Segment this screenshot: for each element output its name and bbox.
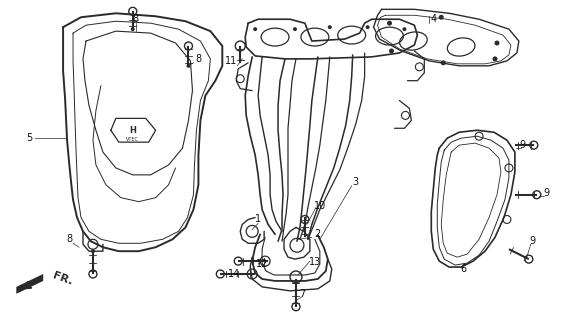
Text: H: H [129, 126, 136, 135]
Circle shape [402, 27, 406, 31]
Text: 10: 10 [314, 201, 326, 211]
Circle shape [253, 27, 257, 31]
Text: 11: 11 [225, 56, 238, 66]
Text: 1: 1 [255, 214, 261, 224]
Circle shape [131, 27, 135, 31]
Circle shape [91, 249, 95, 253]
Text: 13: 13 [309, 257, 321, 267]
Text: 5: 5 [26, 133, 32, 143]
Text: 12: 12 [256, 259, 268, 269]
Circle shape [389, 48, 394, 53]
Polygon shape [16, 274, 43, 294]
Text: VTEC: VTEC [126, 137, 139, 142]
Text: 9: 9 [544, 188, 550, 198]
Text: 8: 8 [133, 14, 139, 24]
Text: 3: 3 [352, 177, 359, 187]
Text: 9: 9 [520, 140, 526, 150]
Text: 8: 8 [66, 234, 72, 244]
Circle shape [366, 25, 370, 29]
Text: 9: 9 [530, 236, 536, 246]
Circle shape [494, 41, 499, 45]
Circle shape [387, 21, 392, 26]
Text: 14: 14 [228, 269, 241, 279]
Circle shape [293, 27, 297, 31]
Circle shape [439, 15, 444, 20]
Text: FR.: FR. [51, 271, 74, 287]
Text: 2: 2 [315, 229, 321, 239]
Text: 7: 7 [299, 289, 305, 299]
Text: 8: 8 [195, 54, 201, 64]
Text: 6: 6 [460, 264, 466, 274]
Circle shape [187, 64, 191, 68]
Text: 4: 4 [430, 14, 436, 24]
Circle shape [492, 56, 498, 61]
Circle shape [328, 25, 332, 29]
Circle shape [441, 60, 446, 65]
